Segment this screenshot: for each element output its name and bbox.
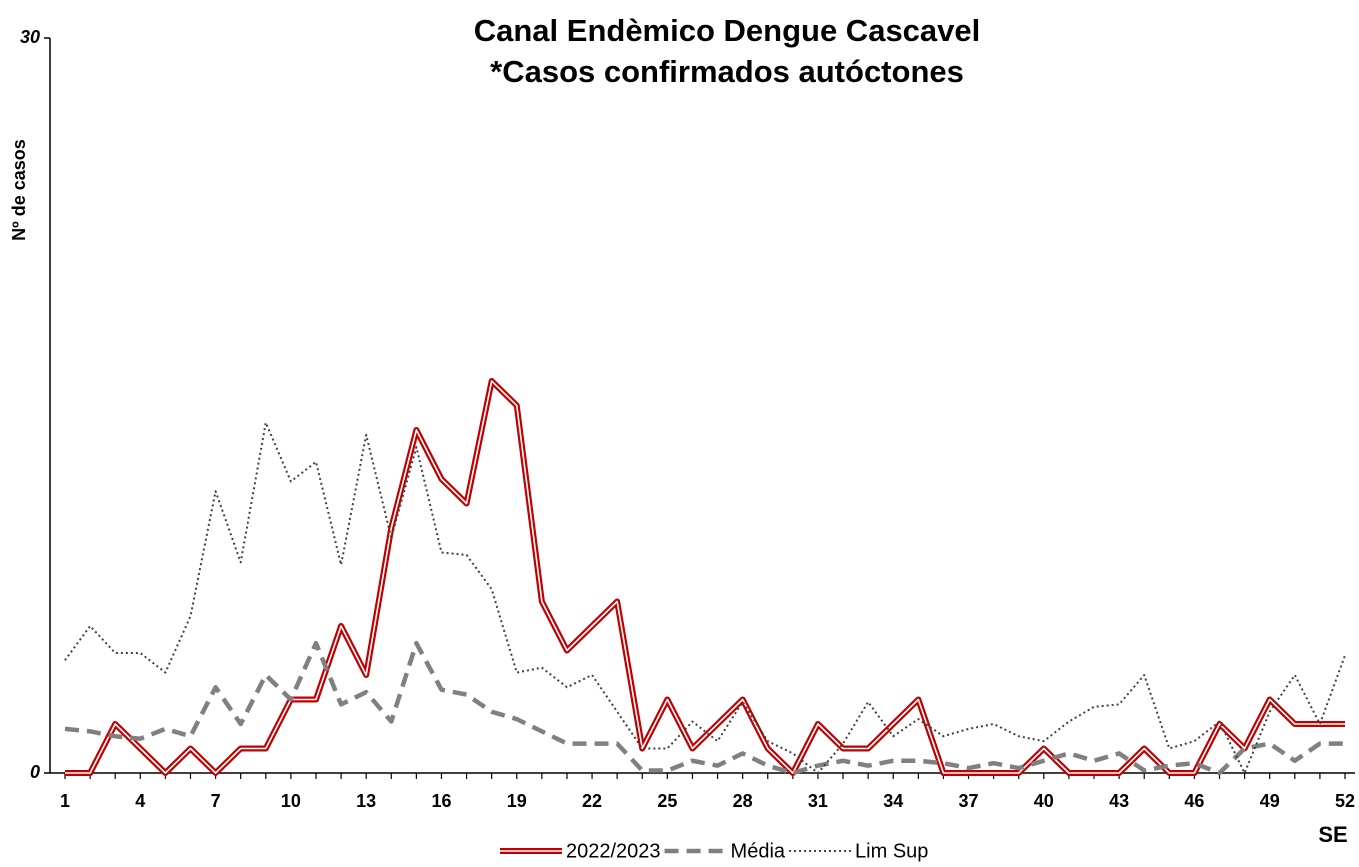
y-tick-label: 30	[20, 27, 40, 47]
y-tick-label: 0	[30, 762, 40, 782]
chart-title: Canal Endèmico Dengue Cascavel	[474, 13, 981, 48]
y-axis-label: Nº de casos	[9, 139, 29, 241]
x-tick-label: 40	[1034, 791, 1054, 811]
x-tick-label: 19	[507, 791, 527, 811]
x-tick-label: 13	[356, 791, 376, 811]
x-tick-label: 28	[733, 791, 753, 811]
legend: 2022/2023 Média Lim Sup	[500, 840, 928, 862]
x-tick-label: 1	[60, 791, 70, 811]
x-tick-label: 16	[431, 791, 451, 811]
legend-label: 2022/2023	[566, 840, 661, 862]
x-tick-label: 7	[211, 791, 221, 811]
chart-subtitle: *Casos confirmados autóctones	[490, 54, 964, 89]
legend-label: Média	[731, 840, 786, 862]
legend-label: Lim Sup	[855, 840, 928, 862]
x-axis-label: SE	[1318, 822, 1347, 847]
x-tick-label: 52	[1335, 791, 1355, 811]
x-tick-label: 4	[135, 791, 145, 811]
x-tick-label: 43	[1109, 791, 1129, 811]
series-line	[65, 378, 1345, 776]
x-tick-label: 22	[582, 791, 602, 811]
series-line-core	[65, 380, 1345, 774]
x-tick-label: 31	[808, 791, 828, 811]
x-tick-label: 46	[1184, 791, 1204, 811]
x-tick-label: 34	[883, 791, 903, 811]
series-line	[64, 421, 1346, 774]
x-tick-label: 25	[657, 791, 677, 811]
x-tick-label: 10	[281, 791, 301, 811]
x-tick-label: 37	[959, 791, 979, 811]
x-tick-label: 49	[1260, 791, 1280, 811]
